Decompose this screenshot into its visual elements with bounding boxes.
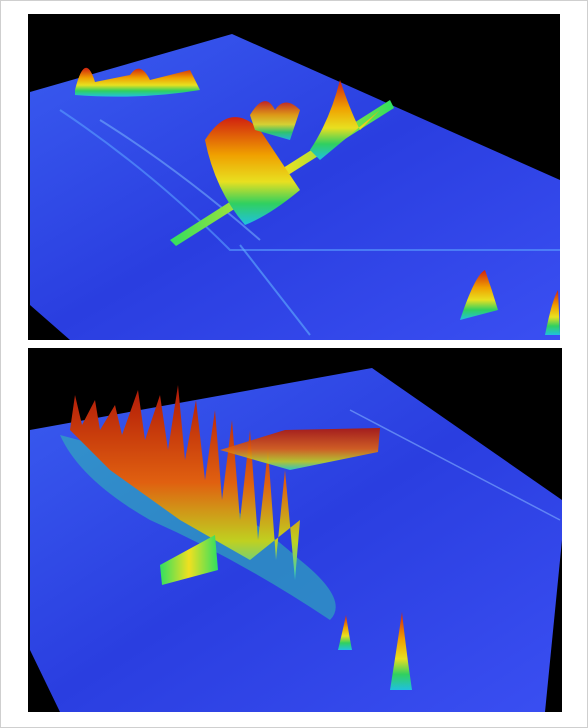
bottom-plot [28, 348, 562, 712]
top-plot [28, 14, 560, 340]
figure [0, 0, 588, 728]
page [0, 0, 588, 728]
